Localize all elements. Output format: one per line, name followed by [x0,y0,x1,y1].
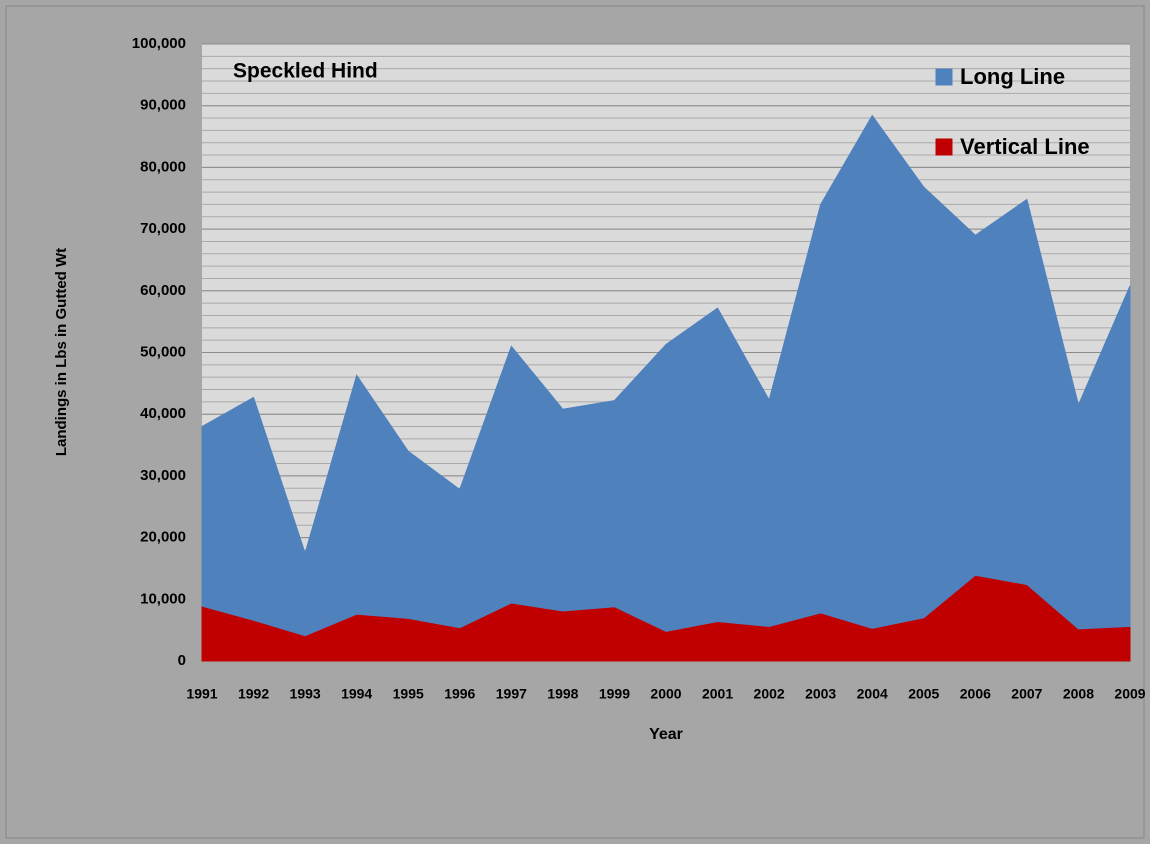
y-tick-label: 50,000 [140,343,186,360]
legend-label: Long Line [960,64,1065,89]
x-tick-label: 1992 [238,686,269,702]
x-tick-label: 2001 [702,686,733,702]
legend-swatch [935,138,953,156]
x-tick-label: 1991 [186,686,217,702]
y-tick-label: 70,000 [140,220,186,237]
y-tick-label: 10,000 [140,590,186,607]
y-tick-label: 60,000 [140,282,186,299]
x-tick-label: 1998 [547,686,578,702]
x-tick-label: 2008 [1063,686,1094,702]
area [201,114,1131,637]
x-tick-label: 2004 [857,686,888,702]
x-tick-label: 2003 [805,686,836,702]
x-tick-label: 1999 [599,686,630,702]
y-tick-label: 0 [178,652,186,669]
legend-swatch [935,68,953,86]
x-axis-label: Year [649,726,683,743]
x-tick-label: 2000 [650,686,681,702]
x-tick-label: 1995 [393,686,424,702]
x-tick-label: 2002 [754,686,785,702]
x-tick-label: 1994 [341,686,372,702]
x-tick-label: 2006 [960,686,991,702]
y-tick-label: 80,000 [140,158,186,175]
x-tick-label: 1997 [496,686,527,702]
y-tick-label: 90,000 [140,97,186,114]
y-tick-label: 100,000 [132,35,186,52]
y-tick-label: 30,000 [140,467,186,484]
chart-title: Speckled Hind [233,60,378,83]
x-tick-label: 2007 [1011,686,1042,702]
legend-label: Vertical Line [960,134,1090,159]
x-tick-label: 1993 [290,686,321,702]
y-axis-label: Landings in Lbs in Gutted Wt [53,248,70,456]
x-tick-label: 2005 [908,686,939,702]
y-tick-label: 20,000 [140,529,186,546]
y-tick-label: 40,000 [140,405,186,422]
x-tick-label: 2009 [1114,686,1145,702]
x-tick-label: 1996 [444,686,475,702]
